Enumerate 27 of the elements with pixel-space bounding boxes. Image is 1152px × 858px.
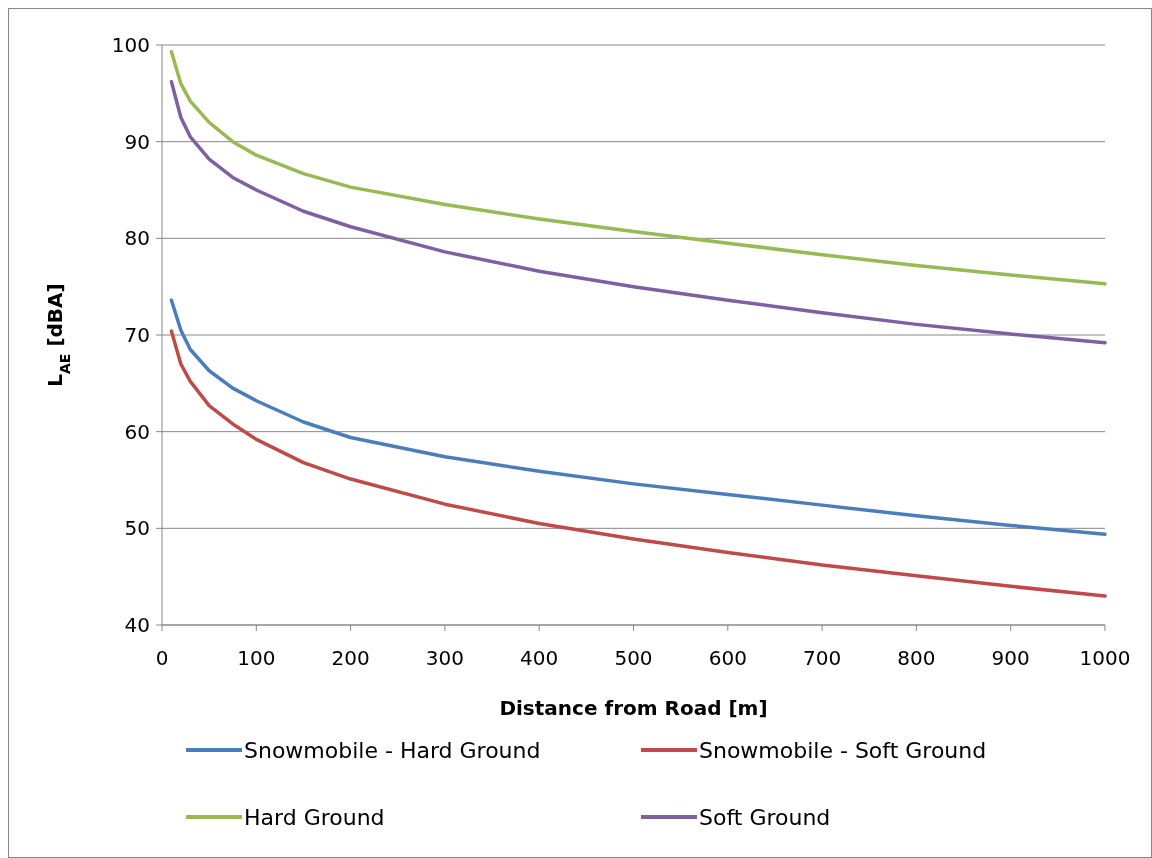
y-tick-label: 50	[124, 516, 150, 541]
x-tick-label: 500	[614, 646, 653, 670]
x-tick-label: 200	[331, 646, 370, 670]
x-tick-label: 800	[897, 646, 936, 670]
y-tick-label: 70	[124, 323, 150, 347]
x-tick-label: 1000	[1079, 646, 1131, 670]
y-tick-label: 100	[111, 33, 150, 57]
x-tick-label: 300	[425, 646, 464, 670]
x-tick-label: 700	[803, 646, 842, 670]
line-series	[169, 329, 1107, 598]
legend-label: Snowmobile - Hard Ground	[244, 737, 541, 763]
x-tick-label: 900	[991, 646, 1030, 670]
legend-label: Hard Ground	[244, 804, 385, 830]
line-series	[169, 298, 1107, 536]
y-tick-label: 40	[124, 613, 150, 637]
x-axis-title: Distance from Road [m]	[499, 696, 768, 720]
y-tick-label: 80	[124, 226, 150, 251]
y-tick-label: 90	[124, 129, 150, 154]
y-tick-label: 60	[124, 419, 150, 444]
x-tick-label: 600	[708, 646, 747, 670]
legend-label: Snowmobile - Soft Ground	[699, 737, 987, 763]
x-tick-label: 400	[520, 646, 559, 670]
line-series	[169, 50, 1107, 286]
line-series	[169, 79, 1107, 345]
legend-label: Soft Ground	[699, 804, 831, 830]
x-tick-label: 100	[237, 646, 276, 670]
x-tick-label: 0	[155, 646, 169, 670]
